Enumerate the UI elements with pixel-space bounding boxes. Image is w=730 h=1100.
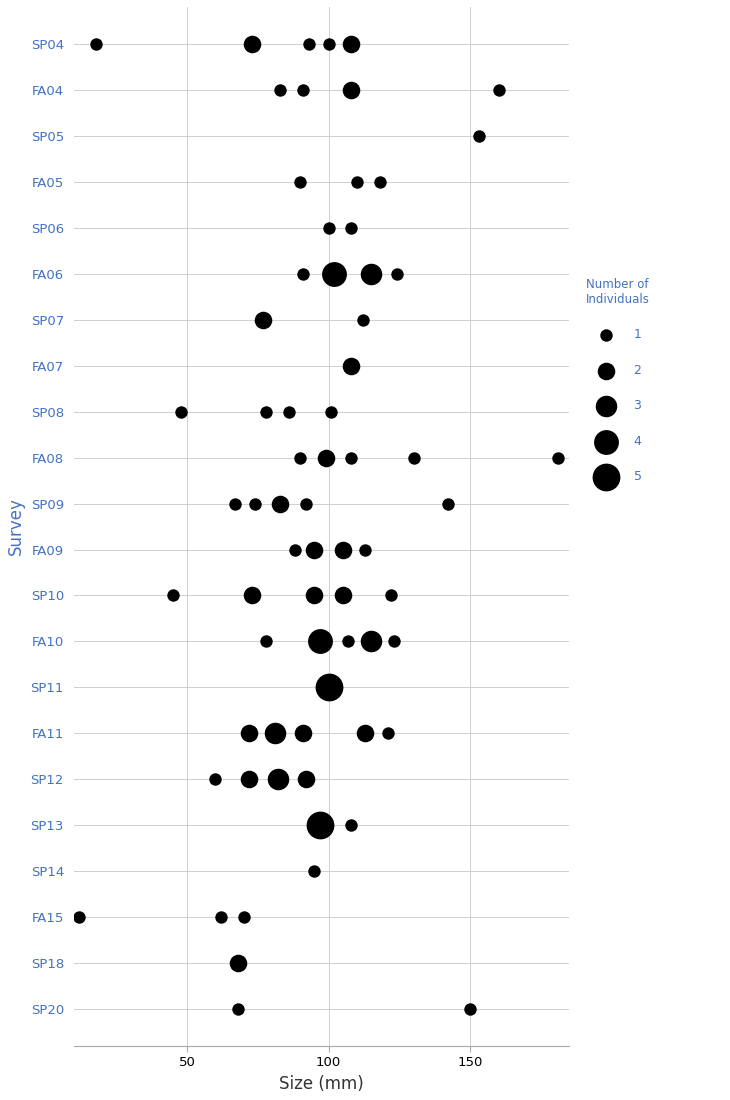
Point [323,35,334,53]
Point [243,771,255,789]
Point [294,173,306,190]
Point [314,632,326,650]
Point [357,311,369,329]
Point [261,403,272,420]
Point [320,449,331,466]
Point [388,632,399,650]
Point [300,771,312,789]
Point [74,909,85,926]
Point [337,586,349,604]
Point [408,449,420,466]
Point [385,586,396,604]
Point [246,35,258,53]
Point [258,311,269,329]
Point [309,541,320,559]
Point [328,265,340,283]
Point [289,541,301,559]
Point [473,126,485,144]
Point [345,81,357,99]
Point [309,862,320,880]
Point [91,35,102,53]
Point [232,955,244,972]
Legend: 1, 2, 3, 4, 5: 1, 2, 3, 4, 5 [580,273,655,488]
Point [351,173,363,190]
Point [297,725,309,742]
Point [246,586,258,604]
Point [294,449,306,466]
Point [272,771,283,789]
Point [314,816,326,834]
Point [238,909,250,926]
Point [365,632,377,650]
Y-axis label: Survey: Survey [7,497,25,556]
Point [249,495,261,513]
Point [326,403,337,420]
Point [167,586,179,604]
Point [464,1001,476,1019]
Point [345,816,357,834]
Point [243,725,255,742]
Point [493,81,504,99]
Point [337,541,349,559]
Point [269,725,280,742]
Point [345,449,357,466]
Point [232,1001,244,1019]
Point [210,771,221,789]
Point [552,449,564,466]
Point [323,679,334,696]
Point [374,173,385,190]
Point [383,725,394,742]
Point [360,725,372,742]
Point [345,356,357,374]
Point [283,403,295,420]
Point [274,495,286,513]
Point [442,495,453,513]
Point [297,265,309,283]
Point [303,35,315,53]
Point [274,81,286,99]
Point [309,586,320,604]
Point [300,495,312,513]
Point [391,265,402,283]
Point [345,219,357,236]
Point [365,265,377,283]
X-axis label: Size (mm): Size (mm) [279,1075,364,1093]
Point [215,909,227,926]
Point [360,541,372,559]
Point [297,81,309,99]
Point [345,35,357,53]
Point [342,632,354,650]
Point [175,403,187,420]
Point [229,495,241,513]
Point [261,632,272,650]
Point [323,219,334,236]
